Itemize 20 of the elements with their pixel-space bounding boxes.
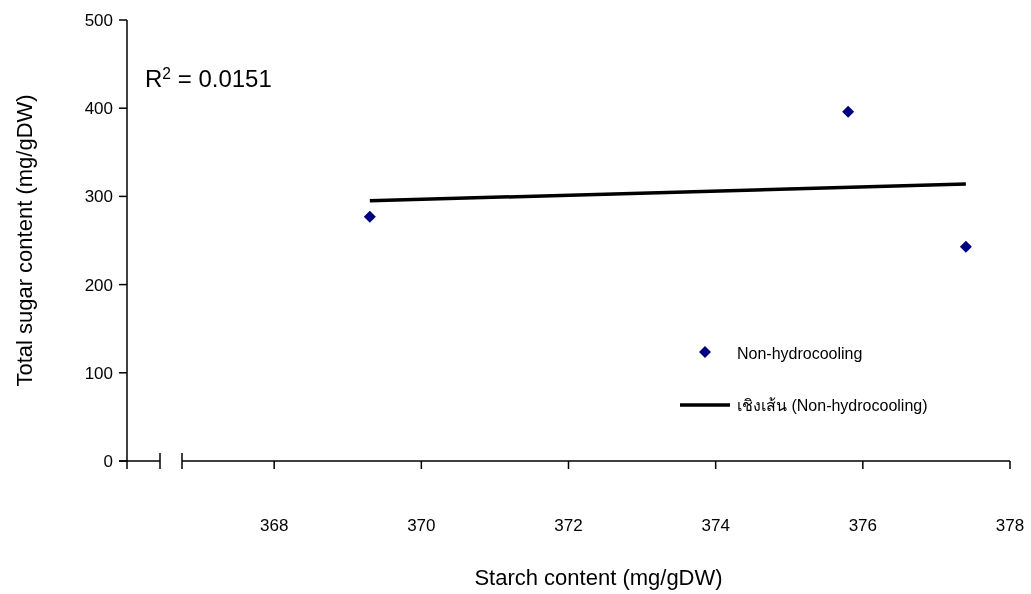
point [959, 240, 972, 253]
x-axis-title: Starch content (mg/gDW) [474, 565, 723, 590]
x-tick-label: 374 [701, 516, 730, 535]
y-tick-label: 200 [84, 275, 113, 295]
x-tick-label: 372 [554, 516, 583, 535]
x-tick-label: 368 [259, 516, 289, 535]
y-tick-label: 0 [103, 452, 113, 471]
legend-label: เชิงเส้น (Non-hydrocooling) [737, 397, 928, 414]
x-tick-label: 376 [848, 516, 878, 535]
y-tick-label: 500 [84, 11, 113, 30]
x-tick-label: 370 [407, 516, 436, 535]
y-tick-label: 100 [84, 363, 113, 383]
x-tick-label: 378 [995, 516, 1025, 535]
annotation: R$^{2}$ = 0.0151 [145, 64, 272, 92]
legend-label: Non-hydrocooling [737, 345, 863, 362]
y-tick-label: 400 [84, 99, 113, 119]
point [363, 210, 376, 223]
y-axis-title: Total sugar content (mg/gDW) [12, 94, 37, 387]
y-tick-label: 300 [84, 187, 113, 207]
point [842, 105, 855, 118]
